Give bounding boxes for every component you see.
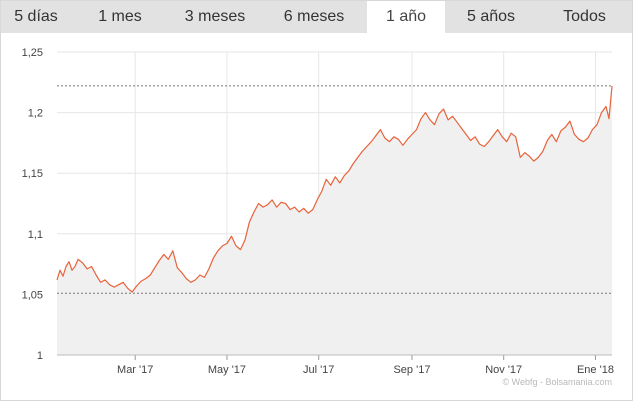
y-axis: 1 1,05 1,1 1,15 1,2 1,25	[22, 47, 43, 362]
y-tick-label: 1	[37, 350, 43, 362]
reference-lines	[57, 85, 612, 294]
tab-5-days[interactable]: 5 días	[14, 8, 58, 25]
period-tab-bar: 5 días 1 mes 3 meses 6 meses 1 año 5 año…	[1, 1, 632, 33]
x-tick-label: Ene '18	[577, 364, 614, 376]
y-tick-label: 1,05	[22, 289, 43, 301]
tab-all[interactable]: Todos	[563, 8, 606, 25]
x-axis: Mar '17 May '17 Jul '17 Sep '17 Nov '17 Ene '…	[57, 354, 614, 376]
credit-text: © Webfg - Bolsamania.com	[502, 377, 612, 387]
y-tick-label: 1,25	[22, 47, 43, 59]
y-tick-label: 1,15	[22, 168, 43, 180]
tab-5-years[interactable]: 5 años	[466, 8, 516, 25]
price-chart: 1 1,05 1,1 1,15 1,2 1,25 Mar '17 May '17 Jul '1…	[22, 47, 614, 387]
x-tick-label: Mar '17	[117, 364, 153, 376]
y-tick-label: 1,1	[28, 229, 43, 241]
tab-1-year[interactable]: 1 año	[367, 1, 445, 33]
y-tick-label: 1,2	[28, 108, 43, 120]
x-tick-label: Nov '17	[485, 364, 522, 376]
tab-6-months[interactable]: 6 meses	[283, 8, 345, 25]
tab-3-months[interactable]: 3 meses	[184, 8, 246, 25]
price-area	[57, 85, 612, 356]
x-tick-label: May '17	[208, 364, 246, 376]
price-line	[56, 85, 613, 293]
x-tick-label: Sep '17	[393, 364, 430, 376]
x-tick-label: Jul '17	[303, 364, 334, 376]
tab-1-month[interactable]: 1 mes	[98, 8, 142, 25]
